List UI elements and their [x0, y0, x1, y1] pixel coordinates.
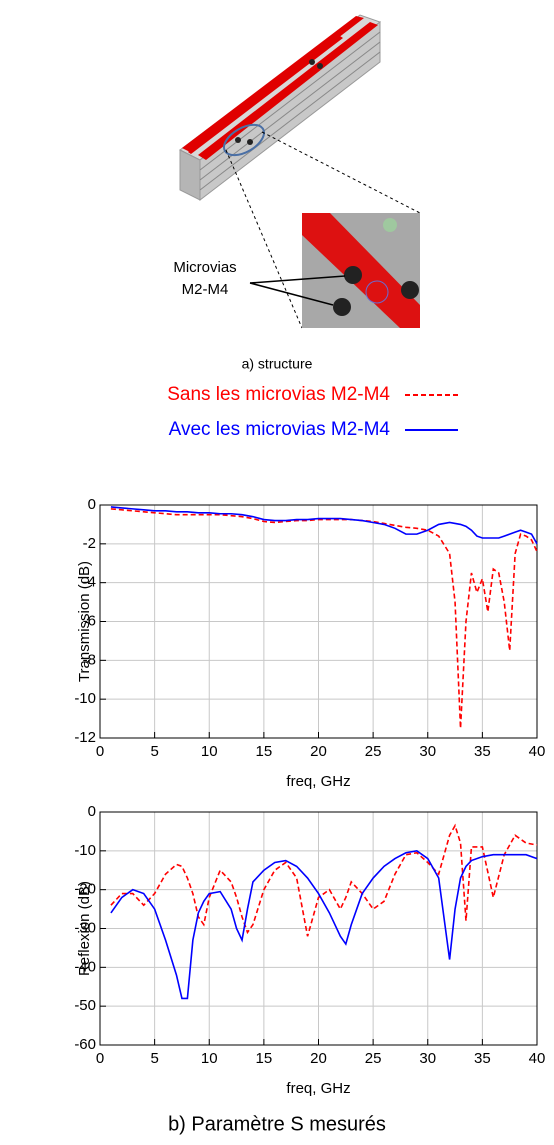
via — [309, 59, 315, 65]
x-tick-label: 30 — [419, 743, 436, 760]
layer — [200, 42, 380, 180]
legend-label: Sans les microvias M2-M4 — [167, 384, 390, 405]
stripe — [198, 22, 378, 160]
figure: Microvias M2-M4 a) structure b) Paramètr… — [0, 0, 554, 1145]
x-tick-label: 30 — [419, 1050, 436, 1067]
callout: Microvias — [173, 259, 236, 276]
y-tick-label: -60 — [74, 1036, 96, 1053]
inset-via — [333, 298, 351, 316]
inset-via — [401, 281, 419, 299]
x-tick-label: 0 — [96, 743, 104, 760]
x-tick-label: 25 — [365, 743, 382, 760]
via — [235, 137, 241, 143]
y-tick-label: -2 — [83, 535, 96, 552]
x-tick-label: 10 — [201, 743, 218, 760]
callout: M2-M4 — [182, 281, 229, 298]
x-tick-label: 15 — [256, 1050, 273, 1067]
inset-via — [344, 266, 362, 284]
x-tick-label: 5 — [150, 1050, 158, 1067]
x-tick-label: 20 — [310, 743, 327, 760]
y-tick-label: -10 — [74, 842, 96, 859]
structure-drawing: Microvias M2-M4 a) structure — [173, 15, 420, 372]
x-tick-label: 35 — [474, 743, 491, 760]
via — [247, 139, 253, 145]
x-tick-label: 5 — [150, 743, 158, 760]
layer — [200, 32, 380, 170]
y-tick-label: -12 — [74, 729, 96, 746]
x-tick-label: 10 — [201, 1050, 218, 1067]
y-axis-label: Transmission (dB) — [76, 561, 93, 682]
x-tick-label: 15 — [256, 743, 273, 760]
y-tick-label: -50 — [74, 997, 96, 1014]
x-tick-label: 0 — [96, 1050, 104, 1067]
zoom-line — [262, 132, 420, 213]
page: {"structure": {"callout": ["Microvias", … — [0, 0, 554, 1145]
caption: a) structure — [242, 356, 313, 372]
x-tick-label: 25 — [365, 1050, 382, 1067]
x-tick-label: 40 — [529, 1050, 546, 1067]
inset-via — [366, 281, 388, 303]
y-axis-label: Reflexion (dB) — [76, 881, 93, 976]
x-tick-label: 40 — [529, 743, 546, 760]
y-tick-label: 0 — [88, 803, 96, 820]
inset-pad — [383, 218, 397, 232]
y-tick-label: -10 — [74, 690, 96, 707]
x-tick-label: 20 — [310, 1050, 327, 1067]
via — [317, 63, 323, 69]
y-tick-label: 0 — [88, 496, 96, 513]
zoom-line — [226, 150, 302, 328]
x-tick-label: 35 — [474, 1050, 491, 1067]
x-axis-label: freq, GHz — [286, 1080, 350, 1097]
legend-label: Avec les microvias M2-M4 — [169, 419, 391, 440]
caption: b) Paramètre S mesurés — [168, 1113, 386, 1135]
x-axis-label: freq, GHz — [286, 773, 350, 790]
